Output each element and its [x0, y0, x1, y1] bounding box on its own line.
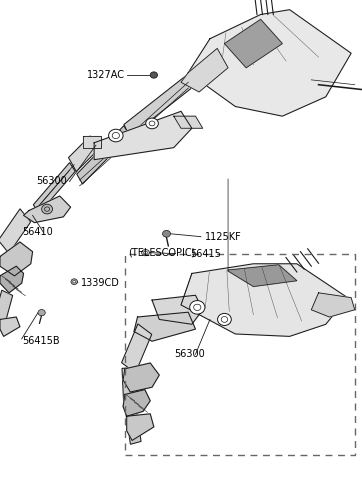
Ellipse shape: [146, 118, 159, 129]
Ellipse shape: [144, 251, 147, 254]
Polygon shape: [174, 116, 203, 128]
Polygon shape: [77, 126, 130, 184]
Polygon shape: [124, 76, 191, 137]
Polygon shape: [68, 136, 98, 171]
Polygon shape: [0, 209, 31, 254]
Polygon shape: [181, 48, 228, 92]
Text: 1327AC: 1327AC: [87, 70, 125, 80]
Text: 1125KF: 1125KF: [205, 232, 241, 242]
Polygon shape: [311, 293, 355, 317]
Polygon shape: [122, 324, 152, 373]
Bar: [125, 254, 355, 455]
Ellipse shape: [218, 314, 231, 325]
Text: 56300: 56300: [174, 349, 205, 359]
Text: 56415: 56415: [190, 249, 221, 259]
Polygon shape: [24, 196, 71, 223]
Polygon shape: [123, 390, 150, 416]
Polygon shape: [0, 242, 33, 276]
Ellipse shape: [190, 301, 205, 314]
Ellipse shape: [150, 72, 157, 78]
Polygon shape: [0, 317, 20, 336]
Polygon shape: [33, 163, 75, 213]
Polygon shape: [228, 265, 297, 287]
Ellipse shape: [38, 310, 45, 316]
Ellipse shape: [163, 230, 171, 237]
Polygon shape: [152, 295, 203, 324]
Ellipse shape: [71, 279, 77, 285]
Polygon shape: [134, 312, 195, 341]
Polygon shape: [94, 111, 192, 160]
Text: 56415B: 56415B: [22, 336, 59, 346]
Text: 56410: 56410: [22, 227, 52, 237]
Polygon shape: [123, 363, 159, 392]
Polygon shape: [224, 19, 282, 68]
Polygon shape: [181, 264, 348, 336]
Text: 1339CD: 1339CD: [81, 278, 120, 288]
Polygon shape: [0, 290, 13, 322]
Ellipse shape: [42, 204, 52, 214]
Polygon shape: [122, 367, 137, 407]
Polygon shape: [0, 266, 24, 293]
Text: (TELESCOPIC): (TELESCOPIC): [129, 247, 196, 257]
Polygon shape: [83, 136, 101, 148]
Polygon shape: [125, 405, 141, 444]
Polygon shape: [127, 414, 154, 440]
Ellipse shape: [109, 129, 123, 142]
Text: 56300: 56300: [36, 177, 67, 186]
Ellipse shape: [73, 281, 76, 283]
Polygon shape: [188, 10, 351, 116]
Ellipse shape: [142, 250, 150, 256]
